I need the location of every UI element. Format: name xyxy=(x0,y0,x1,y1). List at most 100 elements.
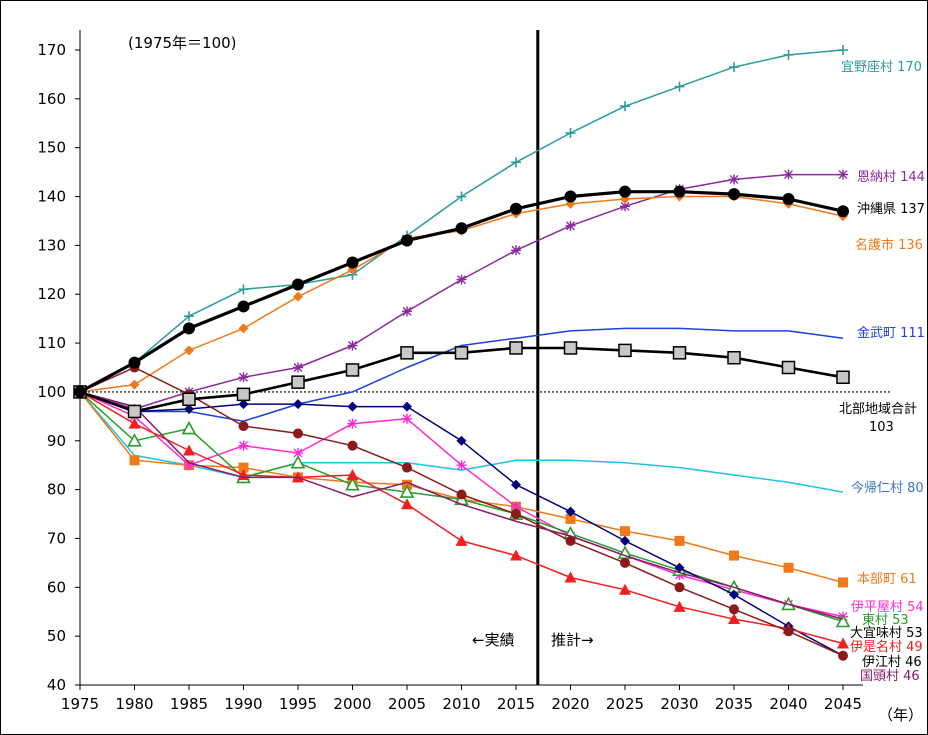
data-point xyxy=(238,323,249,334)
data-point xyxy=(620,557,630,568)
data-point xyxy=(673,185,686,198)
data-point xyxy=(674,562,685,573)
data-point xyxy=(618,343,632,358)
data-point xyxy=(402,401,412,412)
data-point xyxy=(291,375,305,389)
series-line xyxy=(79,173,843,410)
x-tick-label: 1990 xyxy=(224,695,262,713)
series-3 xyxy=(74,185,849,398)
series-label-9: 伊平屋村 54 xyxy=(851,600,924,615)
series-label-3: 沖縄県 137 xyxy=(857,202,925,217)
data-point xyxy=(347,418,358,429)
data-point xyxy=(293,399,303,410)
series-6 xyxy=(73,341,850,419)
data-point xyxy=(74,385,86,398)
data-point xyxy=(346,256,359,269)
data-point xyxy=(456,191,467,202)
y-tick-label: 130 xyxy=(37,236,66,254)
series-12 xyxy=(74,385,849,649)
data-point xyxy=(184,311,194,322)
data-point xyxy=(292,278,304,291)
series-1 xyxy=(75,45,848,397)
data-point xyxy=(673,600,686,612)
data-point xyxy=(674,81,685,92)
data-point xyxy=(293,428,303,439)
x-axis-unit: （年） xyxy=(878,706,923,724)
data-point xyxy=(563,341,578,355)
x-tick-label: 2030 xyxy=(660,695,698,713)
y-tick-label: 110 xyxy=(37,334,66,352)
forecast-label: 推計→ xyxy=(551,631,594,649)
data-point xyxy=(620,535,630,546)
x-tick-label: 2040 xyxy=(769,695,807,713)
data-point xyxy=(674,535,685,546)
data-point xyxy=(401,498,413,510)
data-point xyxy=(238,440,249,451)
data-point xyxy=(345,363,360,377)
data-point xyxy=(129,379,140,390)
data-point xyxy=(346,468,359,480)
x-tick-label: 2045 xyxy=(824,695,862,713)
series-labels: 宜野座村 170 恩納村 144 沖縄県 137 名護市 136 金武町 111 北部地域… xyxy=(839,60,925,684)
data-point xyxy=(781,360,796,375)
data-point xyxy=(184,345,194,356)
data-point xyxy=(620,101,630,112)
data-point xyxy=(511,509,521,520)
data-point xyxy=(565,513,576,524)
data-point xyxy=(290,455,306,469)
data-point xyxy=(510,549,522,561)
series-label-13: 伊江村 46 xyxy=(862,655,922,670)
data-point xyxy=(345,477,360,491)
data-point xyxy=(620,526,630,537)
data-point xyxy=(238,399,249,410)
series-line xyxy=(79,391,844,645)
data-point xyxy=(509,341,523,355)
data-point xyxy=(238,284,249,295)
data-point xyxy=(835,613,851,628)
x-tick-label: 2025 xyxy=(606,695,644,713)
data-point xyxy=(619,185,631,198)
x-tick-label: 1985 xyxy=(170,695,208,713)
data-point xyxy=(729,62,739,73)
series-label-5: 金武町 111 xyxy=(857,325,925,341)
data-point xyxy=(782,192,795,205)
y-tick-label: 140 xyxy=(37,188,66,206)
data-point xyxy=(619,583,631,595)
y-tick-label: 160 xyxy=(37,90,66,108)
x-tick-label: 2035 xyxy=(715,695,753,713)
series-label-6-value: 103 xyxy=(869,420,894,435)
data-point xyxy=(783,49,794,60)
series-label-10: 東村 53 xyxy=(862,612,909,628)
series-line xyxy=(79,391,844,620)
series-label-1: 宜野座村 170 xyxy=(841,60,922,75)
data-point xyxy=(236,387,251,402)
data-point xyxy=(347,440,358,451)
data-point xyxy=(729,604,739,615)
data-point xyxy=(836,370,850,385)
series-label-7: 今帰仁村 80 xyxy=(851,480,924,496)
data-point xyxy=(402,306,412,317)
data-point xyxy=(293,291,303,302)
y-tick-label: 60 xyxy=(47,578,66,596)
y-tick-label: 70 xyxy=(47,529,66,547)
y-tick-label: 150 xyxy=(37,139,66,157)
data-point xyxy=(182,392,196,406)
data-point xyxy=(728,613,740,625)
x-tick-label: 2015 xyxy=(497,695,535,713)
series-2 xyxy=(75,169,848,415)
data-point xyxy=(454,346,469,360)
data-point xyxy=(837,637,849,649)
data-point xyxy=(783,562,794,573)
y-tick-label: 80 xyxy=(47,481,66,499)
data-point xyxy=(399,484,415,498)
data-point xyxy=(238,372,249,383)
data-point xyxy=(783,169,794,180)
data-point xyxy=(620,201,630,212)
series-label-4: 名護市 136 xyxy=(855,237,923,253)
data-point xyxy=(129,455,140,466)
data-point xyxy=(183,322,195,335)
series-label-2: 恩納村 144 xyxy=(857,170,925,185)
series-line xyxy=(79,391,844,584)
data-point xyxy=(402,413,412,424)
